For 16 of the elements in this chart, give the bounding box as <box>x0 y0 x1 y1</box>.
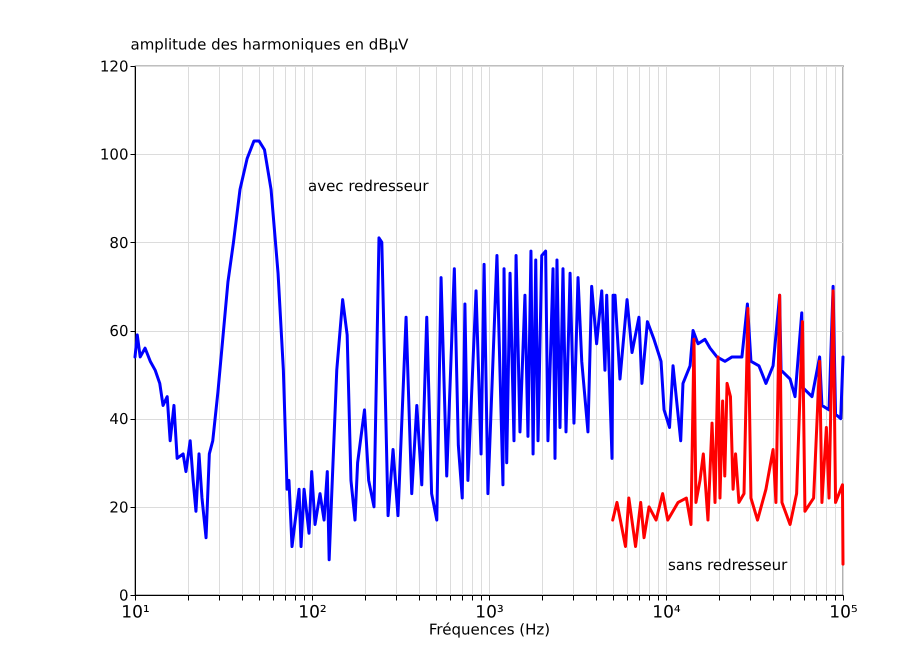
x-tick-label: 10² <box>298 602 327 622</box>
y-tick-label: 120 <box>100 58 128 76</box>
x-tick-label: 10¹ <box>121 602 150 622</box>
x-axis-title: Fréquences (Hz) <box>428 620 550 638</box>
x-tick-label: 10⁴ <box>652 602 681 622</box>
x-tick-label: 10⁵ <box>829 602 858 622</box>
y-tick-label: 40 <box>109 410 128 428</box>
text: sans redresseur <box>668 556 788 574</box>
y-tick-label: 100 <box>100 146 128 164</box>
y-tick-label: 20 <box>109 498 128 516</box>
y-tick-label: 80 <box>109 234 128 252</box>
y-axis-title: amplitude des harmoniques en dBµV <box>130 36 410 54</box>
y-tick-label: 60 <box>109 322 128 340</box>
x-tick-label: 10³ <box>475 602 504 622</box>
text: avec redresseur <box>308 177 430 195</box>
y-tick-label: 0 <box>118 586 128 604</box>
